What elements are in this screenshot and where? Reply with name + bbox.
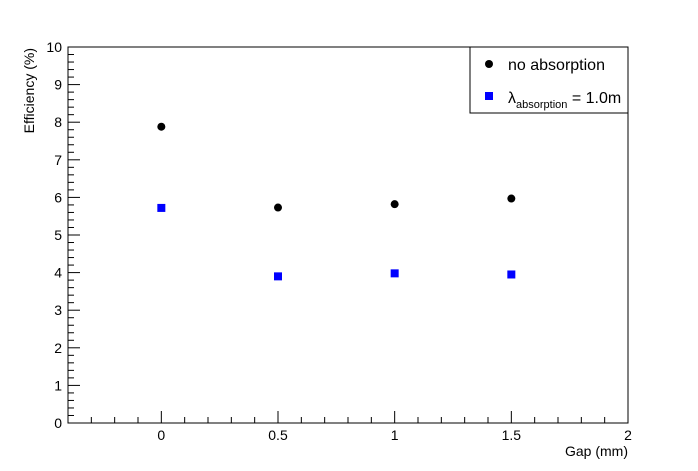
y-tick-label: 6 <box>54 189 62 205</box>
x-tick-label: 0 <box>157 427 165 443</box>
point-series-0 <box>390 200 399 209</box>
y-tick-label: 2 <box>54 340 62 356</box>
point-series-1 <box>390 269 399 278</box>
y-tick-label: 8 <box>54 114 62 130</box>
point-series-0 <box>157 122 166 131</box>
point-series-0 <box>274 203 282 212</box>
legend-box <box>469 46 629 114</box>
y-tick-label: 1 <box>54 377 62 393</box>
point-series-0 <box>507 194 516 203</box>
y-tick-label: 5 <box>54 227 62 243</box>
x-axis-label: Gap (mm) <box>565 443 628 459</box>
y-tick-label: 3 <box>54 302 62 318</box>
y-axis-label: Efficiency (%) <box>21 48 37 133</box>
legend: no absorption λabsorption = 1.0m <box>469 46 629 114</box>
y-tick-label: 9 <box>54 77 62 93</box>
x-tick-label: 1.5 <box>502 427 522 443</box>
legend-lambda-value: = 1.0m <box>567 90 621 107</box>
legend-marker-no-absorption <box>485 60 493 68</box>
y-tick-label: 10 <box>46 39 62 55</box>
legend-lambda-symbol: λ <box>508 90 516 107</box>
legend-marker-absorption <box>485 92 493 100</box>
point-series-1 <box>507 270 516 279</box>
legend-label-no-absorption: no absorption <box>508 57 605 74</box>
x-tick-label: 0.5 <box>268 427 288 443</box>
x-tick-label: 2 <box>624 427 632 443</box>
point-series-1 <box>274 272 282 281</box>
y-tick-label: 4 <box>54 265 62 281</box>
legend-lambda-subscript: absorption <box>516 99 567 111</box>
point-series-1 <box>157 203 166 212</box>
x-tick-label: 1 <box>391 427 399 443</box>
y-tick-label: 7 <box>54 152 62 168</box>
y-tick-label: 0 <box>54 415 62 431</box>
legend-label-absorption: λabsorption = 1.0m <box>508 90 621 111</box>
